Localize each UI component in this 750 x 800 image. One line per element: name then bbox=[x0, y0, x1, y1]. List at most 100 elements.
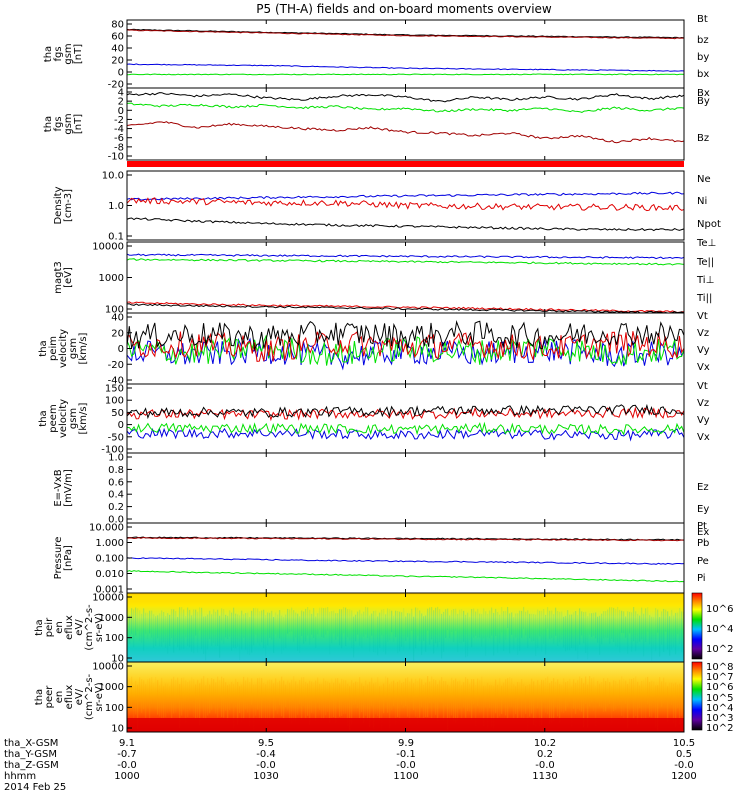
spectrogram-streak bbox=[261, 677, 263, 720]
colorbar-ion-label: 10^6 bbox=[706, 604, 733, 615]
panel-frame bbox=[126, 383, 685, 454]
spectrogram-streak bbox=[369, 681, 371, 728]
spectrogram-streak bbox=[659, 677, 661, 701]
spectrogram-streak bbox=[207, 678, 209, 716]
spectrogram-streak bbox=[597, 680, 599, 703]
spectrogram-streak bbox=[249, 682, 251, 726]
spectrogram-streak bbox=[465, 677, 467, 718]
spectrogram-streak bbox=[591, 613, 593, 637]
spectrogram-streak bbox=[483, 608, 485, 639]
series-line-bz bbox=[126, 29, 684, 40]
spectrogram-streak bbox=[151, 610, 153, 638]
legend-entry: Npot bbox=[697, 219, 721, 230]
legend-entry: Bx bbox=[697, 88, 710, 99]
spectrogram-streak bbox=[569, 614, 571, 651]
spectrogram-streak bbox=[305, 681, 307, 720]
spectrogram-streak bbox=[547, 676, 549, 715]
spectrogram-streak bbox=[493, 686, 495, 729]
spectrogram-streak bbox=[579, 608, 581, 645]
spectrogram-streak bbox=[157, 615, 159, 639]
spectrogram-streak bbox=[513, 617, 515, 650]
spectrogram-streak bbox=[173, 676, 175, 714]
spectrogram-streak bbox=[639, 615, 641, 642]
spectrogram-streak bbox=[195, 609, 197, 636]
spectrogram-streak bbox=[405, 678, 407, 707]
y-tick-label: 1000 bbox=[99, 613, 124, 624]
spectrogram-streak bbox=[341, 609, 343, 649]
y-tick-label: -10 bbox=[108, 152, 124, 163]
spectrogram-streak bbox=[293, 676, 295, 721]
spectrogram-streak bbox=[255, 684, 257, 716]
spectrogram-streak bbox=[543, 680, 545, 703]
spectrogram-streak bbox=[303, 677, 305, 706]
spectrogram-streak bbox=[235, 613, 237, 649]
spectrogram-streak bbox=[349, 686, 351, 731]
spectrogram-streak bbox=[153, 614, 155, 649]
y-axis-label: tha bbox=[43, 46, 54, 62]
spectrogram-streak bbox=[661, 681, 663, 707]
legend-entry: Ni bbox=[697, 196, 707, 207]
y-axis-label: tha bbox=[38, 340, 49, 356]
spectrogram-streak bbox=[249, 616, 251, 656]
spectrogram-streak bbox=[177, 616, 179, 648]
spectrogram-streak bbox=[605, 611, 607, 638]
spectrogram-streak bbox=[667, 686, 669, 722]
spectrogram-streak bbox=[135, 607, 137, 636]
spectrogram-streak bbox=[679, 608, 681, 644]
spectrogram-streak bbox=[659, 617, 661, 657]
panel-5: 10000 1000 100 magt3 [eV] Te⊥ Te|| Ti⊥ Ti|| bbox=[53, 238, 716, 316]
footer-z-value: -0.0 bbox=[396, 760, 416, 771]
spectrogram-streak bbox=[491, 685, 493, 728]
spectrogram-streak bbox=[475, 611, 477, 636]
spectrogram-streak bbox=[531, 678, 533, 714]
spectrogram-streak bbox=[357, 611, 359, 635]
spectrogram-streak bbox=[203, 616, 205, 654]
spectrogram-streak bbox=[179, 683, 181, 729]
spectrogram-streak bbox=[361, 683, 363, 713]
spectrogram-streak bbox=[605, 681, 607, 712]
spectrogram-streak bbox=[181, 607, 183, 650]
series-line-vt bbox=[126, 319, 685, 352]
spectrogram-streak bbox=[679, 683, 681, 725]
y-tick-label: 100 bbox=[105, 703, 124, 714]
spectrogram-streak bbox=[243, 614, 245, 638]
legend-entry: Pt bbox=[697, 521, 707, 532]
series-line-ne bbox=[126, 197, 685, 212]
spectrogram-streak bbox=[433, 679, 435, 703]
spectrogram-streak bbox=[403, 682, 405, 708]
colorbar-electron: 10^8 10^7 10^6 10^5 10^4 10^3 10^2 bbox=[691, 661, 733, 734]
spectrogram-streak bbox=[681, 685, 683, 716]
spectrogram-streak bbox=[425, 615, 427, 652]
y-tick-label: 0.6 bbox=[108, 477, 124, 488]
spectrogram-streak bbox=[631, 612, 633, 652]
y-tick-label: 20 bbox=[111, 328, 124, 339]
spectrogram-streak bbox=[495, 608, 497, 636]
spectrogram-streak bbox=[179, 607, 181, 651]
colorbar-electron-scale bbox=[691, 661, 703, 731]
spectrogram-streak bbox=[537, 680, 539, 709]
spectrogram-streak bbox=[379, 686, 381, 721]
spectrogram-streak bbox=[227, 615, 229, 640]
y-axis-label: eV/ bbox=[74, 688, 85, 705]
spectrogram-streak bbox=[283, 680, 285, 720]
spectrogram-streak bbox=[185, 680, 187, 724]
spectrogram-streak bbox=[193, 609, 195, 654]
spectrogram-streak bbox=[633, 678, 635, 720]
spectrogram-streak bbox=[231, 612, 233, 651]
spectrogram-streak bbox=[603, 678, 605, 712]
spectrogram-streak bbox=[325, 607, 327, 635]
spectrogram-streak bbox=[181, 677, 183, 716]
spectrogram-streak bbox=[477, 608, 479, 638]
series-line-bt bbox=[126, 28, 685, 39]
footer-z-value: -0.0 bbox=[674, 760, 694, 771]
y-tick-label: 0.0 bbox=[108, 515, 124, 526]
y-axis-label: tha bbox=[43, 116, 54, 132]
spectrogram-streak bbox=[479, 613, 481, 638]
spectrogram-streak bbox=[321, 607, 323, 637]
spectrogram-streak bbox=[467, 612, 469, 657]
spectrogram-streak bbox=[549, 683, 551, 724]
spectrogram-streak bbox=[613, 680, 615, 712]
spectrogram-streak bbox=[263, 609, 265, 649]
spectrogram-streak bbox=[303, 611, 305, 644]
